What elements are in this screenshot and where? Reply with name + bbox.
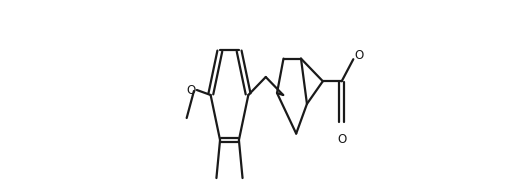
Text: O: O [355, 49, 364, 62]
Text: F: F [213, 188, 219, 189]
Text: O: O [186, 84, 195, 97]
Text: F: F [240, 188, 246, 189]
Text: O: O [337, 133, 346, 146]
